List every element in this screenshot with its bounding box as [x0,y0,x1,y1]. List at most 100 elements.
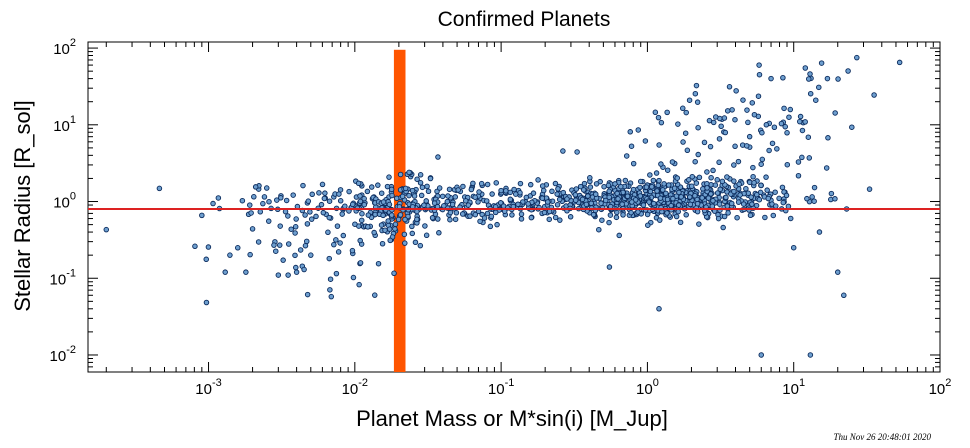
data-point [395,216,402,223]
y-tick-label: 100 [53,191,76,212]
data-point [795,159,802,165]
data-point [708,174,714,181]
data-point [282,208,289,215]
data-point [832,196,838,202]
data-point [716,136,723,142]
data-point [277,223,283,229]
data-point [468,186,475,193]
data-point [695,124,701,131]
x-tick-label: 10-3 [195,377,221,398]
data-point [285,241,292,247]
timestamp: Thu Nov 26 20:48:01 2020 [834,432,932,442]
data-point [301,266,307,273]
data-point [247,251,253,258]
data-point [664,196,671,203]
data-point [732,116,738,123]
data-point [512,191,519,197]
data-point [750,174,756,180]
data-point [321,195,328,202]
data-point [620,212,626,218]
data-point [326,255,333,262]
data-point [349,201,356,208]
data-point [587,184,594,190]
data-point [302,212,308,218]
data-point [593,191,599,197]
data-point [387,237,393,244]
data-point [307,209,313,215]
y-tick-label: 10-2 [50,344,76,365]
data-point [647,188,654,195]
data-point [243,269,249,275]
data-point [786,114,792,120]
data-point [249,226,256,232]
data-point [339,211,345,217]
data-point [446,186,453,193]
x-tick-label: 10-1 [488,377,514,398]
data-point [811,184,818,191]
data-point [663,190,669,197]
data-point [653,170,660,176]
data-point [379,241,386,247]
data-point [841,292,847,299]
data-point [637,184,643,191]
data-point [380,212,386,219]
data-point [418,192,425,199]
data-point [764,187,770,193]
data-point [364,188,371,195]
data-point [710,119,717,126]
data-point [572,192,579,198]
data-point [585,193,591,199]
data-point [658,161,664,167]
data-point [436,185,443,191]
data-point [436,230,442,236]
data-point [776,195,782,202]
data-point [371,229,377,236]
data-point [599,217,605,223]
data-point [327,276,334,282]
data-point [647,172,653,178]
data-point [445,193,451,199]
data-point [664,167,671,173]
data-point [359,210,365,217]
data-point [770,212,777,219]
data-point [580,187,587,193]
data-point [357,198,364,205]
data-point [557,217,563,223]
data-point [302,242,309,249]
data-point [687,201,694,208]
data-point [710,167,716,174]
data-point [724,108,731,114]
data-point [656,142,662,148]
data-point [790,244,797,251]
data-point [355,180,362,187]
data-point [552,214,559,221]
data-point [712,182,719,188]
data-point [328,293,335,300]
data-point [215,195,222,201]
data-point [674,175,681,181]
data-point [507,196,514,203]
data-point [678,194,684,200]
data-point [835,76,841,82]
data-point [694,208,701,215]
data-point [728,200,735,207]
data-point [472,194,478,200]
data-point [731,162,737,168]
data-point [602,197,609,204]
data-point [361,201,368,208]
data-point [257,209,264,215]
data-point [758,352,765,358]
data-point [304,291,311,298]
data-point [425,188,432,194]
data-point [203,299,210,306]
data-point [748,194,754,200]
data-point [710,198,716,204]
data-point [694,99,701,105]
data-point [411,193,418,199]
data-point [683,109,689,116]
data-point [832,110,838,116]
data-point [560,148,566,154]
data-point [750,164,756,171]
data-point [630,186,637,193]
data-point [540,187,547,194]
